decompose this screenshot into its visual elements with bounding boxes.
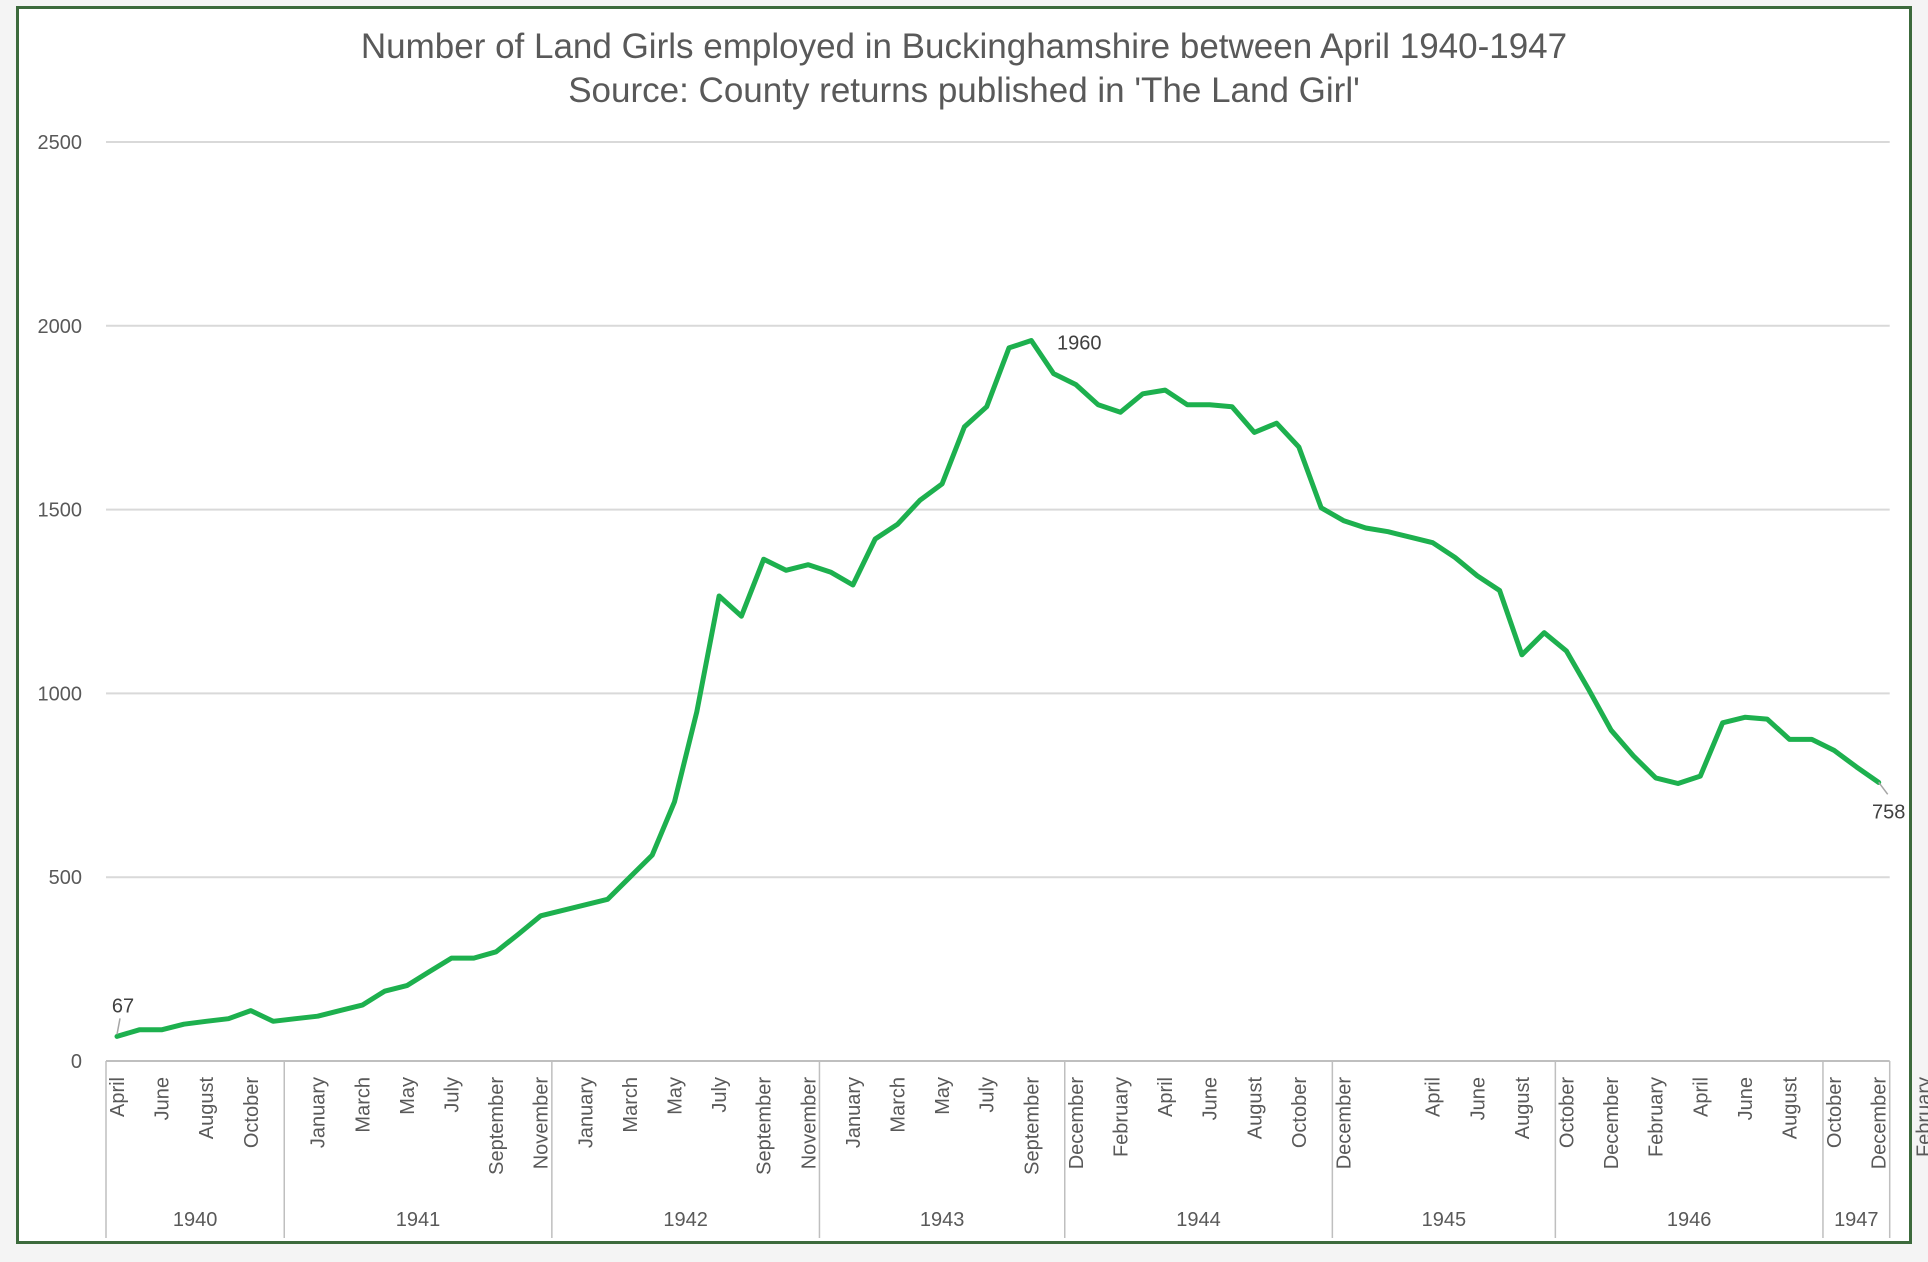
year-label: 1944 bbox=[1176, 1209, 1221, 1231]
x-tick-label: August bbox=[1780, 1077, 1802, 1140]
y-tick-label: 500 bbox=[49, 867, 82, 889]
y-tick-label: 1000 bbox=[38, 683, 83, 705]
x-tick-label: February bbox=[1913, 1077, 1928, 1157]
chart-frame bbox=[16, 6, 1912, 1244]
x-tick-label: April bbox=[1690, 1077, 1712, 1117]
x-tick-label: October bbox=[1824, 1077, 1846, 1148]
chart-title-group: Number of Land Girls employed in Bucking… bbox=[361, 27, 1567, 110]
x-tick-label: March bbox=[620, 1077, 642, 1133]
x-tick-label: September bbox=[1021, 1077, 1043, 1175]
x-tick-label: May bbox=[932, 1077, 954, 1115]
data-label-leader bbox=[116, 1018, 121, 1035]
y-tick-label: 2500 bbox=[38, 132, 83, 154]
x-tick-label: November bbox=[798, 1077, 820, 1170]
data-label: 67 bbox=[112, 995, 134, 1017]
series-line bbox=[114, 338, 1882, 1039]
x-tick-label: July bbox=[977, 1077, 999, 1113]
y-tick-label: 2000 bbox=[38, 316, 83, 338]
x-tick-label: June bbox=[1735, 1077, 1757, 1120]
x-tick-label: August bbox=[1244, 1077, 1266, 1140]
x-tick-label: October bbox=[1289, 1077, 1311, 1148]
x-tick-label: February bbox=[1646, 1077, 1668, 1157]
x-tick-label: December bbox=[1869, 1077, 1891, 1170]
x-tick-label: October bbox=[1557, 1077, 1579, 1148]
y-axis-tick-labels: 0 500 1000 1500 2000 2500 bbox=[38, 132, 83, 1073]
data-label: 1960 bbox=[1057, 333, 1102, 355]
year-label: 1940 bbox=[173, 1209, 218, 1231]
y-tick-label: 0 bbox=[71, 1051, 82, 1073]
data-label: 758 bbox=[1872, 801, 1905, 823]
chart-subtitle: Source: County returns published in 'The… bbox=[568, 71, 1360, 110]
x-tick-label: April bbox=[107, 1077, 129, 1117]
x-tick-label: October bbox=[241, 1077, 263, 1148]
x-tick-label: April bbox=[1155, 1077, 1177, 1117]
x-tick-label: June bbox=[152, 1077, 174, 1120]
x-tick-label: June bbox=[1467, 1077, 1489, 1120]
year-label: 1943 bbox=[920, 1209, 965, 1231]
x-tick-label: January bbox=[308, 1077, 330, 1148]
y-tick-label: 1500 bbox=[38, 500, 83, 522]
year-label: 1946 bbox=[1667, 1209, 1712, 1231]
year-label: 1945 bbox=[1422, 1209, 1467, 1231]
year-label: 1947 bbox=[1834, 1209, 1879, 1231]
x-tick-label: January bbox=[843, 1077, 865, 1148]
x-tick-label: March bbox=[888, 1077, 910, 1133]
x-tick-label: July bbox=[442, 1077, 464, 1113]
x-axis: April June August October January March May Jul… bbox=[105, 1060, 1928, 1238]
x-tick-label: May bbox=[665, 1077, 687, 1115]
x-tick-label: September bbox=[486, 1077, 508, 1175]
x-tick-label: January bbox=[575, 1077, 597, 1148]
x-tick-label: August bbox=[1512, 1077, 1534, 1140]
x-tick-label: December bbox=[1601, 1077, 1623, 1170]
x-tick-label: July bbox=[709, 1077, 731, 1113]
x-tick-label: September bbox=[754, 1077, 776, 1175]
data-labels: 67 1960 758 bbox=[112, 333, 1905, 1035]
year-label: 1941 bbox=[396, 1209, 441, 1231]
x-tick-label: April bbox=[1423, 1077, 1445, 1117]
x-tick-label: February bbox=[1111, 1077, 1133, 1157]
x-tick-label: November bbox=[531, 1077, 553, 1170]
x-tick-label: March bbox=[352, 1077, 374, 1133]
x-tick-label: December bbox=[1334, 1077, 1356, 1170]
x-tick-label: June bbox=[1200, 1077, 1222, 1120]
x-tick-label: August bbox=[196, 1077, 218, 1140]
series-line-layer bbox=[114, 338, 1882, 1039]
x-tick-label: May bbox=[397, 1077, 419, 1115]
x-tick-label: December bbox=[1066, 1077, 1088, 1170]
year-label: 1942 bbox=[663, 1209, 708, 1231]
chart-title: Number of Land Girls employed in Bucking… bbox=[361, 27, 1567, 66]
data-label-leader bbox=[1878, 781, 1889, 795]
gridlines bbox=[106, 141, 1890, 879]
